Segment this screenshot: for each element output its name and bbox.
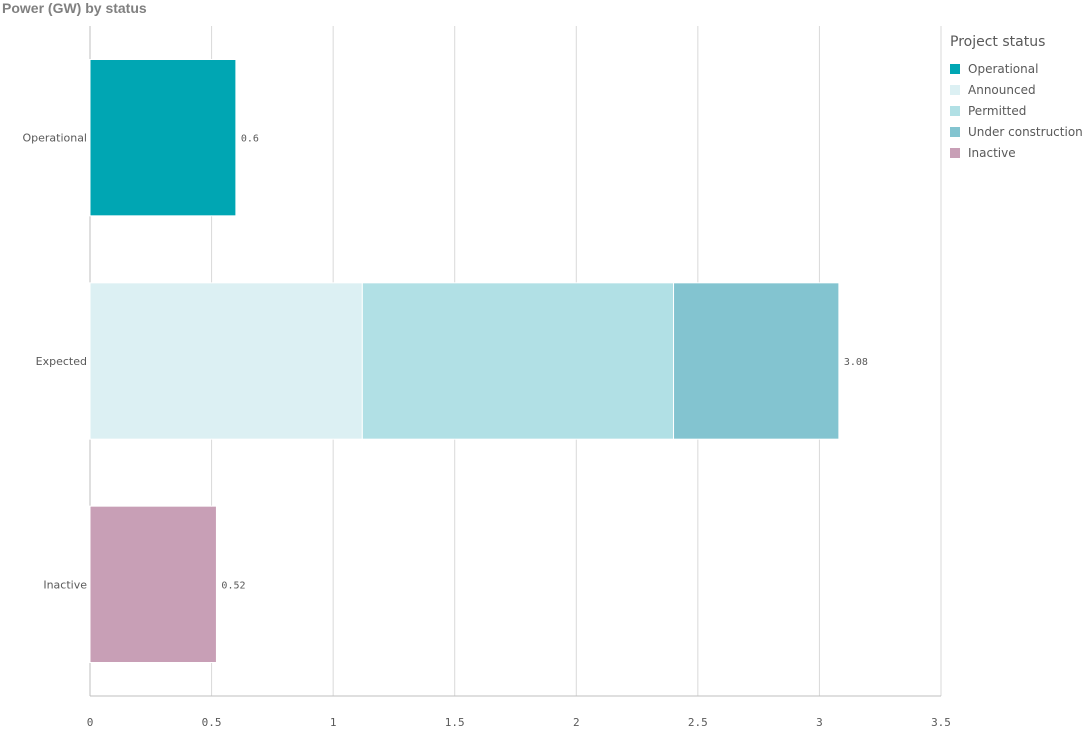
legend-item-permitted[interactable]: Permitted	[950, 100, 1083, 121]
x-tick-label: 3	[816, 716, 823, 729]
legend-item-operational[interactable]: Operational	[950, 58, 1083, 79]
legend-label: Announced	[968, 82, 1036, 97]
legend-label: Permitted	[968, 103, 1027, 118]
legend-swatch	[950, 147, 960, 158]
x-tick-label: 3.5	[931, 716, 951, 729]
x-tick-label: 0.5	[202, 716, 222, 729]
x-tick-label: 0	[87, 716, 94, 729]
category-label: Operational	[22, 132, 87, 145]
legend-swatch	[950, 84, 960, 95]
category-label: Expected	[36, 355, 87, 368]
data-label: 0.52	[221, 580, 245, 591]
data-label: 3.08	[844, 357, 868, 368]
legend-swatch	[950, 63, 960, 74]
category-label: Inactive	[43, 578, 87, 591]
bar-segment	[89, 282, 363, 440]
chart-title: Power (GW) by status	[2, 0, 147, 16]
legend-swatch	[950, 126, 960, 137]
data-label: 0.6	[241, 134, 259, 145]
legend-label: Under construction	[968, 124, 1083, 139]
bar-segment	[673, 282, 840, 440]
legend-item-announced[interactable]: Announced	[950, 79, 1083, 100]
x-tick-label: 1.5	[445, 716, 465, 729]
legend-label: Inactive	[968, 145, 1016, 160]
legend-title: Project status	[950, 34, 1046, 50]
bar-segment	[89, 505, 217, 663]
legend-item-under-construction[interactable]: Under construction	[950, 121, 1083, 142]
legend-label: Operational	[968, 61, 1039, 76]
bar-segment	[361, 282, 675, 440]
legend: Project status Operational Announced Per…	[950, 34, 1083, 163]
x-tick-label: 2	[573, 716, 580, 729]
bar-segment	[89, 59, 237, 217]
x-tick-label: 2.5	[688, 716, 708, 729]
legend-item-inactive[interactable]: Inactive	[950, 142, 1083, 163]
x-tick-label: 1	[330, 716, 337, 729]
legend-swatch	[950, 105, 960, 116]
